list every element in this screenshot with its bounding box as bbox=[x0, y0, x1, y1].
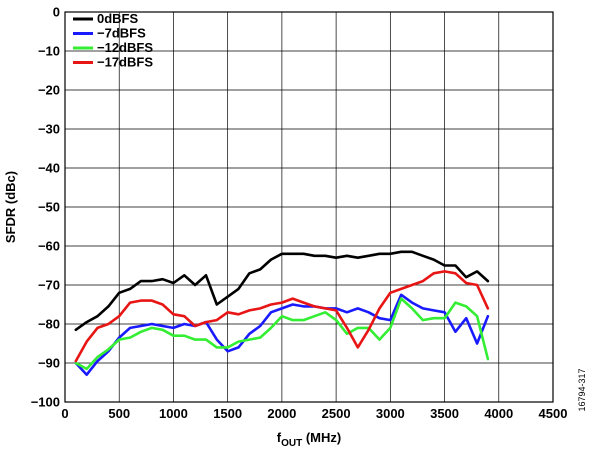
series-lines bbox=[74, 250, 490, 377]
x-tick-labels: 0 500 1000 1500 2000 2500 3000 3500 4000 4500 bbox=[61, 406, 567, 421]
legend-label: −17dBFS bbox=[97, 55, 153, 70]
x-tick-label: 3000 bbox=[376, 406, 405, 421]
x-tick-label: 1500 bbox=[213, 406, 242, 421]
y-tick-label: 0 bbox=[53, 5, 60, 20]
y-tick-label: −40 bbox=[38, 161, 60, 176]
y-tick-labels: 0 −10 −20 −30 −40 −50 −60 −70 −80 −90 −100 bbox=[31, 5, 60, 410]
y-axis-title: SFDR (dBc) bbox=[3, 171, 18, 243]
x-tick-label: 3500 bbox=[430, 406, 459, 421]
y-tick-label: −10 bbox=[38, 44, 60, 59]
x-axis-title: fOUT (MHz) bbox=[277, 430, 341, 449]
y-tick-label: −60 bbox=[38, 239, 60, 254]
x-tick-label: 4500 bbox=[539, 406, 568, 421]
x-tick-label: 4000 bbox=[484, 406, 513, 421]
x-axis-title-subscript: OUT bbox=[281, 438, 302, 449]
plot-frame bbox=[64, 11, 554, 403]
y-tick-label: −90 bbox=[38, 356, 60, 371]
grid bbox=[64, 11, 554, 403]
y-tick-label: −70 bbox=[38, 278, 60, 293]
y-tick-label: −50 bbox=[38, 200, 60, 215]
legend-label: −12dBFS bbox=[97, 40, 153, 55]
legend-label: −7dBFS bbox=[97, 26, 146, 41]
series-line bbox=[74, 250, 490, 332]
y-tick-label: −20 bbox=[38, 83, 60, 98]
x-tick-label: 2000 bbox=[267, 406, 296, 421]
x-axis-title-main: f bbox=[277, 430, 282, 445]
figure-id: 16794-317 bbox=[577, 368, 587, 411]
x-tick-label: 1000 bbox=[159, 406, 188, 421]
legend-label: 0dBFS bbox=[97, 11, 139, 26]
y-tick-label: −80 bbox=[38, 317, 60, 332]
y-tick-label: −30 bbox=[38, 122, 60, 137]
series-line bbox=[74, 293, 490, 377]
x-tick-label: 0 bbox=[61, 406, 68, 421]
series-line bbox=[74, 270, 490, 363]
y-tick-label: −100 bbox=[31, 395, 60, 410]
x-axis-title-unit: (MHz) bbox=[302, 430, 341, 445]
series-line bbox=[74, 297, 490, 371]
legend: 0dBFS−7dBFS−12dBFS−17dBFS bbox=[73, 11, 153, 70]
x-tick-label: 500 bbox=[108, 406, 130, 421]
x-tick-label: 2500 bbox=[322, 406, 351, 421]
